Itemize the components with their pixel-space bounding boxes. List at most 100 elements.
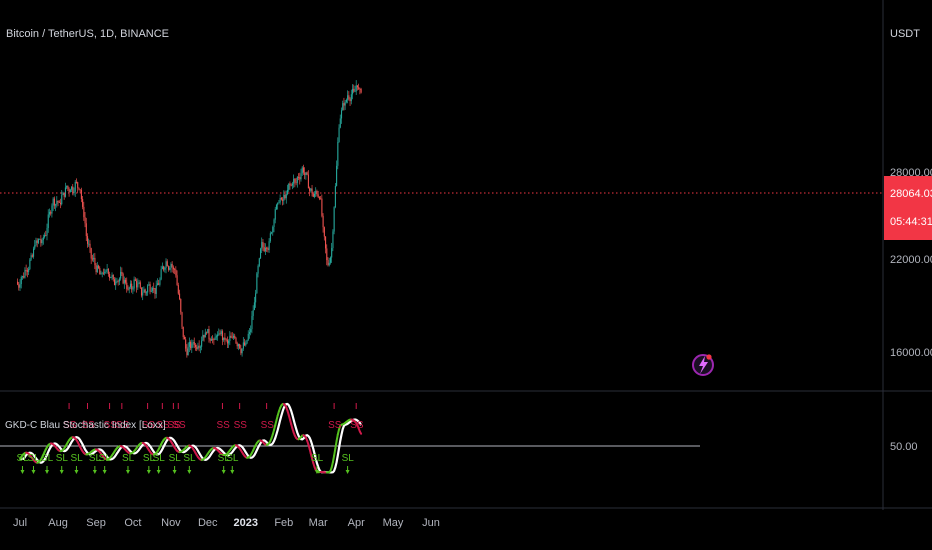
candle [239, 343, 241, 350]
candle [288, 183, 290, 192]
candle [180, 298, 182, 315]
candle [144, 288, 146, 296]
candle [175, 266, 177, 278]
candle [257, 264, 259, 278]
long-signal-arrowhead [314, 470, 319, 474]
candle [286, 184, 289, 196]
candle [89, 240, 91, 253]
candle [188, 337, 190, 353]
candle [139, 280, 141, 289]
candle [259, 247, 262, 259]
candle [322, 213, 324, 233]
candle [228, 339, 230, 348]
candle [66, 185, 68, 190]
candle [272, 225, 274, 236]
candle [283, 190, 285, 205]
candle [255, 289, 257, 308]
candle [275, 203, 278, 210]
candle [104, 268, 106, 276]
long-signal-label: SL [169, 453, 182, 464]
time-axis-label: 2023 [234, 517, 258, 529]
long-signal-label: SL [183, 453, 196, 464]
indicator-title[interactable]: GKD-C Blau Stochastic Index [Loxx] [5, 420, 166, 431]
candle [169, 266, 171, 271]
candle [348, 91, 350, 101]
indicator-line-segment [333, 447, 337, 457]
candle [248, 328, 251, 339]
candle [339, 114, 341, 129]
long-signal-label: SL [56, 453, 69, 464]
candle [158, 279, 160, 286]
candle [93, 253, 95, 263]
long-signal-arrowhead [44, 470, 49, 474]
long-signal-label: SL [153, 453, 166, 464]
candle [131, 280, 133, 293]
candle [77, 181, 79, 193]
candle [186, 344, 188, 358]
candle [242, 337, 244, 351]
candle [250, 325, 252, 336]
long-signal-arrowhead [172, 470, 177, 474]
candle [117, 279, 119, 286]
time-axis-label: Apr [348, 517, 365, 529]
candle [80, 187, 82, 203]
long-signal-arrowhead [230, 470, 235, 474]
candle [55, 203, 57, 212]
long-signal-arrowhead [146, 470, 151, 474]
candle [94, 252, 96, 270]
candle [323, 226, 325, 241]
price-tick-16000: 16000.00 [890, 347, 932, 359]
short-signal-label: SS [156, 420, 170, 431]
candle [101, 271, 103, 278]
candle [298, 173, 300, 181]
candle [102, 268, 105, 275]
candle [198, 340, 200, 352]
candle [166, 259, 168, 267]
last-price-badge[interactable] [884, 176, 932, 240]
candle [273, 218, 275, 233]
candle [46, 223, 48, 241]
candle [40, 235, 42, 247]
candle [44, 232, 46, 239]
time-axis-label: Sep [86, 517, 106, 529]
indicator-level-label: 50.00 [890, 441, 918, 453]
candle [236, 341, 238, 349]
symbol-title[interactable]: Bitcoin / TetherUS, 1D, BINANCE [6, 28, 169, 40]
candle [196, 344, 198, 352]
candle [105, 269, 107, 274]
candle [154, 288, 156, 299]
candle [185, 336, 187, 352]
candle [34, 239, 36, 250]
candle [107, 268, 109, 277]
candle [56, 196, 58, 208]
candle [291, 181, 293, 190]
candle [51, 203, 53, 218]
candle [208, 325, 210, 343]
indicator-line-segment [358, 430, 363, 435]
candle [342, 100, 344, 111]
candle [170, 262, 172, 273]
candle [100, 270, 102, 275]
candle [20, 275, 22, 289]
candle [289, 181, 291, 190]
candle [61, 189, 63, 206]
indicator-line-segment [331, 454, 336, 464]
lightning-bolt-icon[interactable] [692, 354, 714, 376]
candle [192, 339, 194, 348]
time-axis[interactable]: Jul Aug Sep Oct Nov Dec 2023 Feb Mar Apr May Jun [13, 517, 440, 529]
candle [240, 344, 242, 356]
candle [315, 187, 317, 197]
candle [50, 210, 52, 216]
candle [220, 329, 222, 337]
candle [252, 305, 254, 321]
candle [160, 265, 162, 281]
candle [344, 99, 346, 110]
long-signal-arrowhead [125, 470, 130, 474]
candle [36, 238, 38, 248]
candle [58, 200, 60, 203]
candle [230, 332, 232, 338]
short-signal-label: SS [216, 420, 230, 431]
